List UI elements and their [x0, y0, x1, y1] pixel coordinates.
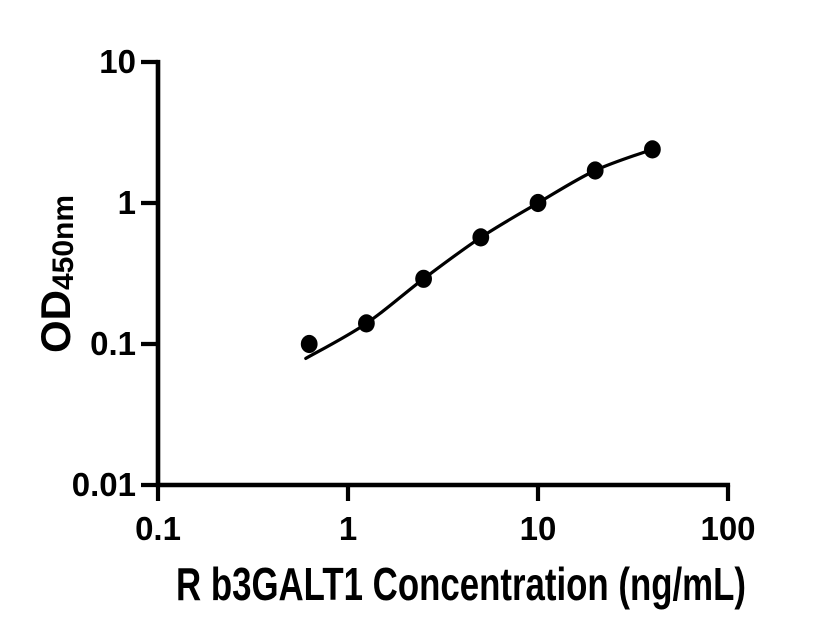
- y-tick-label: 10: [99, 43, 136, 80]
- x-axis-ticks: [155, 485, 731, 501]
- data-point: [472, 228, 490, 247]
- axis-lines: [155, 59, 731, 488]
- y-tick-label: 1: [118, 184, 136, 221]
- y-axis-title-main: OD: [32, 290, 79, 353]
- x-tick-label: 0.1: [135, 510, 181, 547]
- fit-curve: [304, 147, 654, 360]
- x-tick-label: 10: [520, 510, 557, 547]
- y-axis-title-subscript: 450nm: [47, 195, 80, 290]
- x-axis-tick-labels: 0.1 1 10 100: [135, 510, 755, 547]
- x-axis-title: R b3GALT1 Concentration (ng/mL): [176, 558, 746, 610]
- data-points: [300, 140, 661, 354]
- data-point: [415, 269, 432, 288]
- data-point: [358, 314, 375, 333]
- y-axis-ticks: [141, 59, 158, 488]
- data-point: [644, 140, 661, 159]
- data-point: [586, 161, 604, 180]
- x-tick-label: 1: [339, 510, 357, 547]
- y-axis-title: OD450nm: [32, 195, 80, 353]
- y-tick-label: 0.01: [72, 466, 136, 503]
- y-tick-label: 0.1: [90, 325, 136, 362]
- data-point: [529, 193, 547, 213]
- x-tick-label: 100: [700, 510, 755, 547]
- data-point: [300, 334, 318, 354]
- axes: [141, 59, 731, 501]
- y-axis-tick-labels: 0.01 0.1 1 10: [72, 43, 136, 503]
